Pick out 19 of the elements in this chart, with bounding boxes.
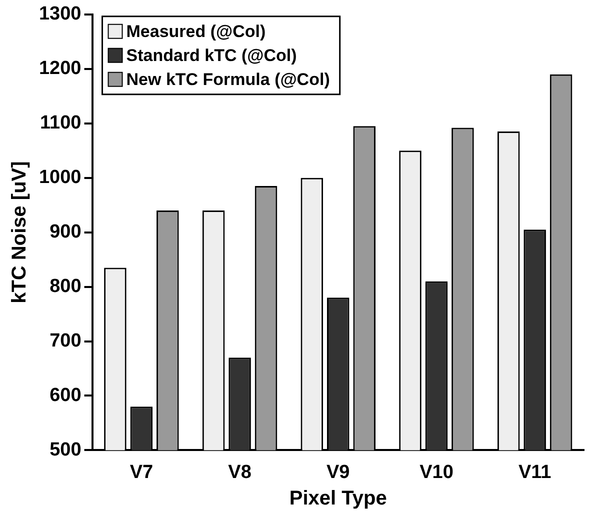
y-axis-title: kTC Noise [uV] <box>8 161 31 304</box>
y-tick-label: 1200 <box>38 58 82 80</box>
legend-label: Standard kTC (@Col) <box>126 46 297 66</box>
x-tick-label: V9 <box>326 462 350 483</box>
y-tick-label: 1300 <box>38 4 82 25</box>
legend-label: Measured (@Col) <box>126 22 266 42</box>
x-tick-label: V7 <box>130 462 154 483</box>
y-tick-label: 700 <box>50 330 82 352</box>
legend-label: New kTC Formula (@Col) <box>126 70 330 90</box>
y-tick-label: 1000 <box>38 167 82 188</box>
y-tick-label: 800 <box>50 276 82 298</box>
y-tick-label: 900 <box>50 222 82 243</box>
x-axis-title: Pixel Type <box>289 488 387 510</box>
x-tick-label: V10 <box>420 462 454 483</box>
y-tick-label: 600 <box>50 384 82 406</box>
x-tick-label: V8 <box>228 462 252 483</box>
x-tick-label: V11 <box>518 462 552 483</box>
y-tick-label: 500 <box>50 439 82 460</box>
y-tick-label: 1100 <box>40 112 82 134</box>
